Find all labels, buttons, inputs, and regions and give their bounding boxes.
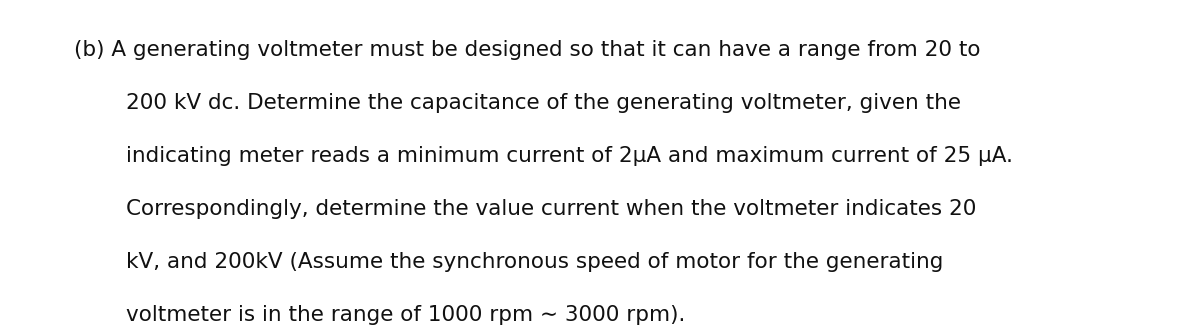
Text: 200 kV dc. Determine the capacitance of the generating voltmeter, given the: 200 kV dc. Determine the capacitance of … [126, 93, 961, 113]
Text: Correspondingly, determine the value current when the voltmeter indicates 20: Correspondingly, determine the value cur… [126, 199, 977, 219]
Text: kV, and 200kV (Assume the synchronous speed of motor for the generating: kV, and 200kV (Assume the synchronous sp… [126, 252, 943, 272]
Text: voltmeter is in the range of 1000 rpm ∼ 3000 rpm).: voltmeter is in the range of 1000 rpm ∼ … [126, 305, 685, 325]
Text: indicating meter reads a minimum current of 2μA and maximum current of 25 μA.: indicating meter reads a minimum current… [126, 146, 1013, 166]
Text: (b) A generating voltmeter must be designed so that it can have a range from 20 : (b) A generating voltmeter must be desig… [74, 40, 980, 60]
